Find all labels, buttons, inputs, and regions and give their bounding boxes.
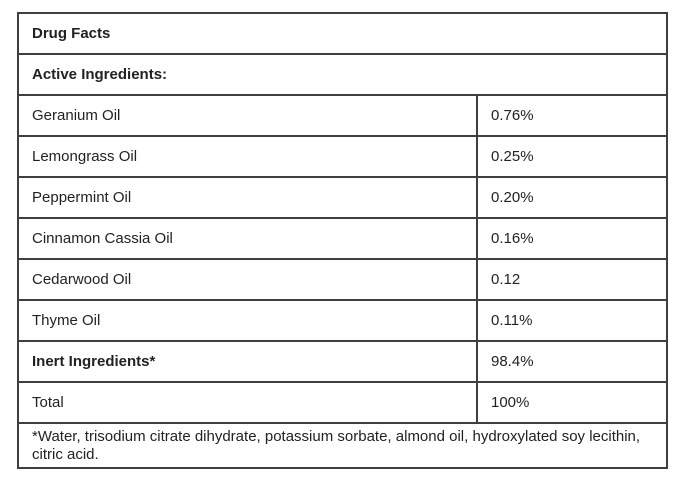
- ingredient-value-cell: 0.76%: [475, 94, 669, 137]
- table-row: Geranium Oil 0.76%: [17, 94, 669, 137]
- table-title-row: Drug Facts: [16, 12, 669, 55]
- section-header: Active Ingredients:: [16, 53, 669, 96]
- ingredient-rows-section: Geranium Oil 0.76% Lemongrass Oil 0.25% Pepp…: [17, 94, 669, 424]
- table-row: Peppermint Oil 0.20%: [17, 176, 669, 219]
- table-footer-section: *Water, trisodium citrate dihydrate, pot…: [16, 422, 669, 469]
- table-row: Cinnamon Cassia Oil 0.16%: [17, 217, 669, 260]
- table-header-section: Drug Facts Active Ingredients:: [16, 12, 669, 96]
- ingredient-name-cell: Thyme Oil: [17, 299, 478, 342]
- drug-facts-table: Drug Facts Active Ingredients: Geranium …: [16, 12, 669, 469]
- ingredient-name-cell: Cedarwood Oil: [17, 258, 478, 301]
- table-row: Thyme Oil 0.11%: [17, 299, 669, 342]
- ingredient-name-cell: Geranium Oil: [17, 94, 478, 137]
- footnote-row: *Water, trisodium citrate dihydrate, pot…: [16, 422, 669, 469]
- ingredient-value-cell: 0.16%: [475, 217, 669, 260]
- table-row: Lemongrass Oil 0.25%: [17, 135, 669, 178]
- ingredient-value-cell: 0.11%: [475, 299, 669, 342]
- table-row: Total 100%: [17, 381, 669, 424]
- section-header-row: Active Ingredients:: [16, 53, 669, 96]
- ingredient-name-cell: Cinnamon Cassia Oil: [17, 217, 478, 260]
- ingredient-value-cell: 0.12: [475, 258, 669, 301]
- ingredient-name-cell: Lemongrass Oil: [17, 135, 478, 178]
- ingredient-name-cell: Total: [17, 381, 478, 424]
- ingredient-value-cell: 0.25%: [475, 135, 669, 178]
- ingredient-value-cell: 98.4%: [475, 340, 669, 383]
- ingredient-value-cell: 100%: [475, 381, 669, 424]
- table-row: Cedarwood Oil 0.12: [17, 258, 669, 301]
- table-title: Drug Facts: [16, 12, 669, 55]
- ingredient-name-cell: Peppermint Oil: [17, 176, 478, 219]
- footnote: *Water, trisodium citrate dihydrate, pot…: [16, 422, 669, 469]
- table-row: Inert Ingredients* 98.4%: [17, 340, 669, 383]
- ingredient-value-cell: 0.20%: [475, 176, 669, 219]
- ingredient-name-cell: Inert Ingredients*: [17, 340, 478, 383]
